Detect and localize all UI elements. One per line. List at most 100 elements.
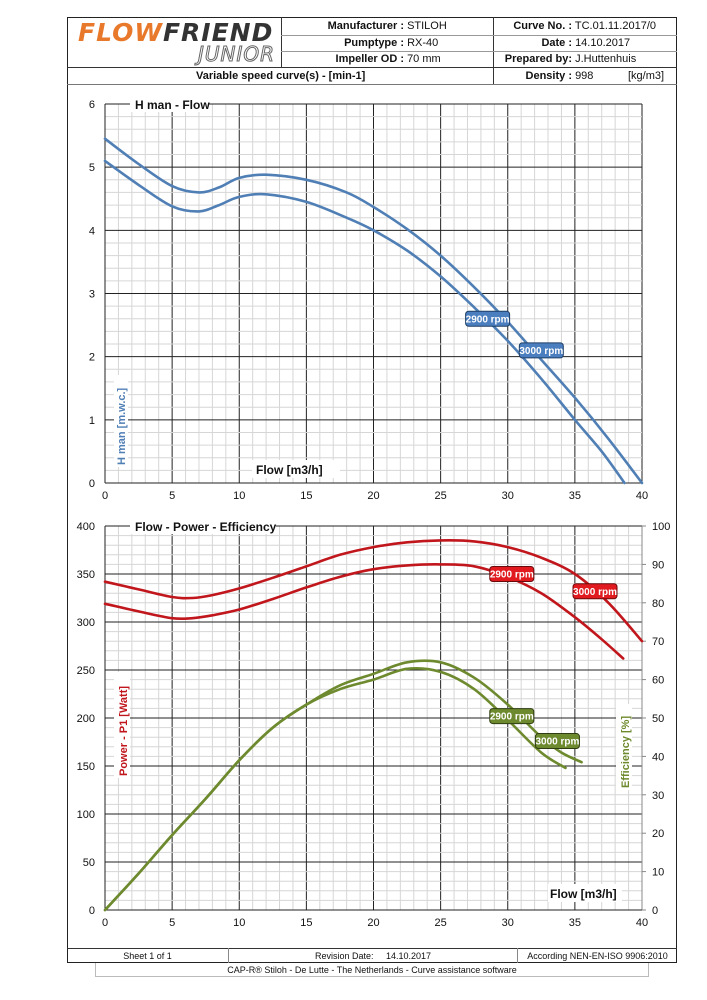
- divider: [67, 67, 677, 68]
- manufacturer-value: STILOH: [407, 20, 447, 32]
- efficiency-rpm-label-text: 3000 rpm: [535, 737, 579, 748]
- y2-tick-label: 0: [652, 905, 658, 917]
- ylabel-bg: [114, 375, 128, 467]
- divider: [281, 17, 282, 67]
- x-tick-label: 15: [300, 490, 312, 502]
- title-bg: [130, 96, 208, 112]
- divider: [228, 948, 229, 963]
- power-efficiency-chart: 0 5 10 15 20 25 30 35 40050100150200250300350400…: [77, 518, 670, 929]
- density-label: Density :: [525, 70, 572, 82]
- logo-part-friend: FRIEND: [162, 18, 274, 47]
- y2-axis-label: Efficiency [%]: [620, 716, 632, 788]
- y-tick-label: 200: [77, 713, 95, 725]
- y-tick-label: 250: [77, 665, 95, 677]
- divider: [281, 35, 677, 36]
- y2-tick-label: 20: [652, 828, 664, 840]
- y-tick-label: 300: [77, 617, 95, 629]
- power-rpm-label-box: [572, 583, 618, 600]
- efficiency-rpm-label-box: [534, 733, 580, 750]
- power-line-2900-rpm: [103, 563, 625, 660]
- y-tick-label: 5: [89, 162, 95, 174]
- curve-no-label: Curve No. :: [513, 20, 572, 32]
- logo-part-flow: FLOW: [78, 18, 163, 47]
- y-tick-label: 150: [77, 761, 95, 773]
- impeller-row: Impeller OD : 70 mm: [282, 52, 493, 66]
- efficiency-line-2900-rpm: [103, 667, 567, 912]
- sheet-number: Sheet 1 of 1: [123, 951, 172, 961]
- chart-title: Flow - Power - Efficiency: [135, 520, 277, 534]
- x-tick-label: 40: [636, 490, 648, 502]
- divider: [493, 17, 494, 84]
- y2-tick-label: 90: [652, 559, 664, 571]
- logo: FLOWFRIEND: [78, 18, 273, 47]
- power-rpm-label-text: 3000 rpm: [573, 587, 617, 598]
- y-tick-label: 2: [89, 352, 95, 364]
- pumptype-label: Pumptype :: [344, 37, 404, 49]
- prepared-label: Prepared by:: [504, 53, 572, 65]
- x-tick-label: 35: [569, 917, 581, 929]
- software-credit: CAP-R® Stiloh - De Lutte - The Netherlan…: [227, 965, 517, 975]
- logo-sub: JUNIOR: [197, 42, 276, 67]
- x-tick-label: 30: [502, 490, 514, 502]
- x-tick-label: 5: [169, 490, 175, 502]
- y2-tick-label: 60: [652, 675, 664, 687]
- date-value: 14.10.2017: [575, 37, 631, 49]
- y-tick-label: 100: [77, 809, 95, 821]
- variable-speed-label: Variable speed curve(s) - [min-1]: [196, 70, 366, 82]
- credit-box: [95, 963, 649, 977]
- series-line-3000-rpm: [103, 137, 644, 485]
- revision-label: Revision Date:: [314, 951, 374, 961]
- y2-tick-label: 100: [652, 521, 670, 533]
- y-axis-label: Power - P1 [Watt]: [118, 686, 130, 776]
- y-axis-label: H man [m.w.c.]: [116, 387, 128, 465]
- density-value: 998: [575, 70, 594, 82]
- y-tick-label: 350: [77, 569, 95, 581]
- density-unit: [kg/m3]: [628, 70, 665, 82]
- y-tick-label: 50: [83, 857, 95, 869]
- manufacturer-label: Manufacturer :: [327, 20, 404, 32]
- y-tick-label: 4: [89, 225, 95, 237]
- y2-tick-label: 40: [652, 751, 664, 763]
- revision-row: Revision Date: 14.10.2017: [229, 950, 517, 962]
- rpm-label-box: [465, 310, 511, 327]
- divider: [67, 84, 677, 85]
- divider: [281, 51, 677, 52]
- rpm-label-box: [518, 342, 564, 359]
- y2-tick-label: 10: [652, 867, 664, 879]
- y2-tick-label: 50: [652, 713, 664, 725]
- power-line-3000-rpm: [103, 539, 644, 643]
- x-tick-label: 30: [502, 917, 514, 929]
- y2label-bg: [616, 704, 632, 790]
- y-tick-label: 6: [89, 99, 95, 111]
- revision-date: 14.10.2017: [386, 951, 432, 961]
- x-tick-label: 0: [102, 490, 108, 502]
- y-tick-label: 3: [89, 289, 95, 301]
- y2-tick-label: 70: [652, 636, 664, 648]
- pumptype-value: RX-40: [407, 37, 439, 49]
- x-tick-label: 20: [367, 490, 379, 502]
- impeller-value: 70 mm: [407, 53, 441, 65]
- date-label: Date :: [541, 37, 572, 49]
- divider: [517, 948, 518, 963]
- title-bg: [130, 518, 276, 534]
- power-rpm-label-text: 2900 rpm: [490, 570, 534, 581]
- x-tick-label: 25: [435, 490, 447, 502]
- xlabel-bg: [252, 460, 340, 478]
- x-axis-label: Flow [m3/h]: [256, 463, 323, 477]
- prepared-value: J.Huttenhuis: [575, 53, 637, 65]
- x-tick-label: 35: [569, 490, 581, 502]
- y2-tick-label: 80: [652, 598, 664, 610]
- x-tick-label: 10: [233, 917, 245, 929]
- efficiency-rpm-label-text: 2900 rpm: [490, 712, 534, 723]
- y2-tick-label: 30: [652, 790, 664, 802]
- datasheet-frame: [67, 17, 677, 963]
- curve-no-row: Curve No. : TC.01.11.2017/0: [494, 19, 677, 33]
- x-tick-label: 5: [169, 917, 175, 929]
- xlabel-bg: [548, 884, 622, 902]
- x-tick-label: 10: [233, 490, 245, 502]
- density-row: Density : 998 [kg/m3]: [494, 69, 677, 83]
- chart-title: H man - Flow: [135, 98, 210, 112]
- y-tick-label: 0: [89, 478, 95, 490]
- rpm-label-text: 3000 rpm: [519, 346, 563, 357]
- series-line-2900-rpm: [103, 159, 626, 485]
